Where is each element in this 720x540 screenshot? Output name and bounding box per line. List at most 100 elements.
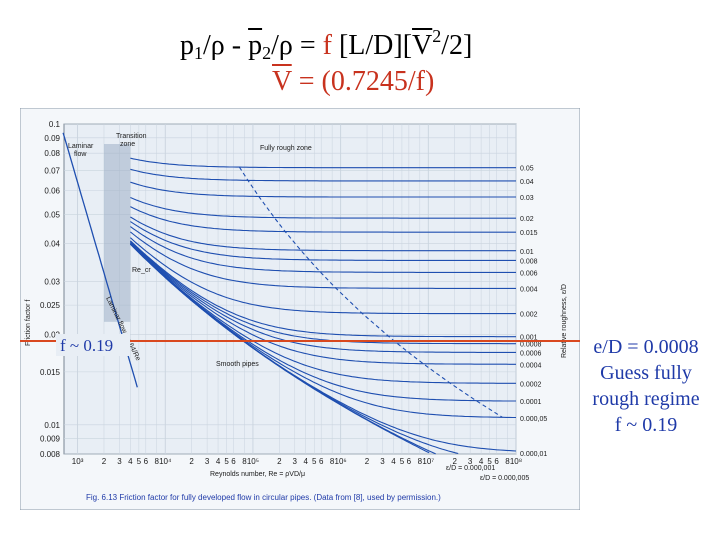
roughness-value-label: 0.008: [520, 258, 538, 265]
x-tick-label: 2: [452, 457, 457, 466]
roughness-curve: [130, 206, 516, 233]
x-tick-label: 10⁸: [510, 457, 522, 466]
x-tick-label: 4: [304, 457, 309, 466]
x-tick-label: 3: [205, 457, 210, 466]
figure-caption: Fig. 6.13 Friction factor for fully deve…: [86, 493, 441, 502]
roughness-value-label: 0.0001: [520, 399, 542, 406]
velocity-symbol-2: V: [272, 66, 292, 97]
x-tick-label: 2: [365, 457, 370, 466]
roughness-curve: [130, 168, 516, 182]
x-tick-label: 10³: [72, 457, 84, 466]
x-tick-label: 4: [479, 457, 484, 466]
roughness-curve: [130, 237, 516, 315]
roughness-curve: [130, 226, 516, 273]
x-tick-label: 8: [418, 457, 423, 466]
x-tick-label: 2: [102, 457, 107, 466]
moody-chart: 0.10.090.080.070.060.050.040.030.0250.02…: [20, 108, 580, 510]
pressure-drop-equation: p1/ρ - p2/ρ = f [L/D][V2/2]: [180, 26, 472, 64]
laminar-zone-label-2: flow: [74, 151, 87, 158]
roughness-curve: [130, 221, 516, 261]
velocity-formula: = (0.7245/: [291, 66, 416, 97]
x-tick-label: 4: [128, 457, 133, 466]
roughness-value-label: 0.006: [520, 270, 538, 277]
roughness-value-label: 0.000,01: [520, 451, 547, 458]
x-tick-label: 5: [400, 457, 405, 466]
x-tick-label: 10⁴: [159, 457, 172, 466]
equation-tail: /2]: [441, 30, 473, 61]
y-tick-label: 0.1: [49, 120, 61, 129]
right-axis-title: Relative roughness, ε/D: [561, 284, 568, 358]
roughness-curve: [130, 241, 516, 353]
roughness-curve: [130, 157, 516, 169]
roughness-value-label: 0.03: [520, 195, 534, 202]
roughness-value-label: 0.0004: [520, 362, 542, 369]
roughness-curve: [130, 181, 516, 198]
x-axis-title: Reynolds number, Re = ρVD/μ: [210, 471, 305, 478]
rho-term-2: /ρ =: [271, 30, 323, 61]
p1-symbol: p: [180, 30, 194, 61]
guess-f-value: f ~ 0.19: [614, 414, 678, 436]
roughness-curve: [130, 242, 516, 365]
roughness-value-label: 0.001: [520, 335, 538, 342]
x-tick-label: 2: [277, 457, 282, 466]
p1-subscript: 1: [194, 43, 203, 63]
roughness-value-label: 0.0002: [520, 381, 542, 388]
velocity-symbol: V: [412, 30, 433, 61]
roughness-value-label: 0.002: [520, 312, 538, 319]
x-tick-label: 5: [137, 457, 142, 466]
x-tick-label: 8: [242, 457, 247, 466]
y-tick-label: 0.04: [44, 240, 60, 249]
roughness-value-label: 0.004: [520, 286, 538, 293]
velocity-formula-close: ): [424, 66, 435, 97]
roughness-curve: [130, 240, 516, 338]
transition-band: [103, 144, 131, 322]
length-ratio-term: [L/D][: [331, 30, 413, 61]
plot-area: [63, 123, 517, 455]
x-tick-label: 6: [494, 457, 499, 466]
x-tick-label: 6: [319, 457, 324, 466]
x-tick-label: 6: [231, 457, 236, 466]
relative-roughness-value: e/D = 0.0008: [593, 336, 699, 358]
roughness-value-label: 0.02: [520, 216, 534, 223]
bottom-label-1: ε/D = 0.000,001: [446, 465, 495, 472]
y-tick-label: 0.03: [44, 277, 60, 286]
x-tick-label: 6: [407, 457, 412, 466]
y-axis-title: Friction factor f: [25, 300, 32, 346]
x-tick-labels: 10³ 2 3 4 5 6 8 10⁴ 2 3 4 5 6 8 10⁵ 2 3 4 5 6 8 10⁶ 2 3 4 5 6 8 10⁷ 2…: [72, 457, 522, 466]
smooth-pipes-label: Smooth pipes: [216, 361, 259, 368]
x-tick-label: 3: [468, 457, 473, 466]
roughness-value-label: 0.0008: [520, 342, 542, 349]
y-tick-label: 0.06: [44, 187, 60, 196]
y-tick-label: 0.01: [44, 421, 60, 430]
roughness-value-label: 0.0006: [520, 350, 542, 357]
y-tick-label: 0.07: [44, 167, 60, 176]
roughness-labels: 0.05 0.04 0.03 0.02 0.015 0.01 0.008 0.006 0.004…: [520, 166, 547, 458]
transition-zone-label: Transition: [116, 133, 147, 140]
x-tick-label: 10⁶: [335, 457, 347, 466]
recr-label: Re_cr: [132, 267, 151, 274]
laminar-zone-label: Laminar: [68, 143, 94, 150]
x-tick-label: 10⁵: [247, 457, 259, 466]
velocity-exponent: 2: [432, 26, 442, 46]
y-tick-label: 0.02: [44, 330, 60, 339]
roughness-curve: [130, 196, 516, 219]
x-tick-label: 3: [293, 457, 298, 466]
roughness-value-label: 0.04: [520, 179, 534, 186]
bottom-label-2: ε/D = 0.000,005: [480, 475, 529, 482]
x-tick-label: 4: [391, 457, 396, 466]
y-tick-label: 0.09: [44, 134, 60, 143]
roughness-value-label: 0.000,05: [520, 416, 547, 423]
roughness-curve: [130, 243, 516, 384]
x-tick-label: 8: [505, 457, 510, 466]
x-tick-label: 8: [330, 457, 335, 466]
x-tick-label: 5: [224, 457, 229, 466]
x-tick-label: 3: [380, 457, 385, 466]
roughness-curve: [130, 241, 516, 345]
x-tick-label: 5: [487, 457, 492, 466]
roughness-value-label: 0.015: [520, 230, 538, 237]
y-tick-label: 0.05: [44, 211, 60, 220]
y-tick-label: 0.008: [40, 450, 61, 459]
roughness-value-label: 0.05: [520, 166, 534, 173]
velocity-equation: V = (0.7245/f): [272, 66, 434, 98]
guess-line-1: Guess fully: [600, 362, 692, 384]
